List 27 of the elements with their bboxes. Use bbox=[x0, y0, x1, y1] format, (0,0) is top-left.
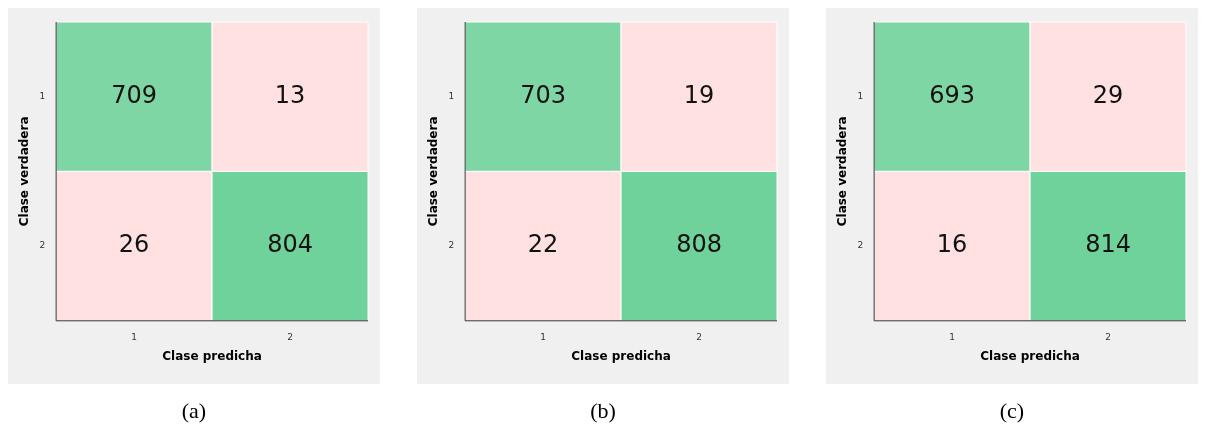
data-label: 19 bbox=[683, 80, 715, 109]
y-axis-title: Clase verdadera bbox=[426, 116, 441, 227]
x-tick-label: 2 bbox=[1105, 331, 1111, 342]
data-label: 22 bbox=[527, 230, 559, 259]
data-label: 693 bbox=[929, 80, 975, 109]
data-label: 13 bbox=[274, 80, 306, 109]
data-label: 814 bbox=[1085, 230, 1131, 259]
data-label: 29 bbox=[1092, 80, 1124, 109]
x-tick-label: 1 bbox=[131, 331, 137, 342]
x-axis-title: Clase predicha bbox=[162, 348, 262, 363]
x-tick-label: 1 bbox=[949, 331, 955, 342]
data-label: 26 bbox=[118, 230, 150, 259]
x-tick-label: 1 bbox=[540, 331, 546, 342]
x-tick-label: 2 bbox=[696, 331, 702, 342]
x-axis-title: Clase predicha bbox=[980, 348, 1080, 363]
text: (c) bbox=[999, 398, 1025, 424]
text: (b) bbox=[590, 398, 616, 424]
y-axis-title: Clase verdadera bbox=[835, 116, 850, 227]
text: (a) bbox=[181, 398, 207, 424]
data-label: 804 bbox=[267, 230, 313, 259]
y-axis-title: Clase verdadera bbox=[17, 116, 32, 227]
data-label: 16 bbox=[936, 230, 968, 259]
x-tick-label: 2 bbox=[287, 331, 293, 342]
x-axis-title: Clase predicha bbox=[571, 348, 671, 363]
data-label: 703 bbox=[520, 80, 566, 109]
data-label: 709 bbox=[111, 80, 157, 109]
data-label: 808 bbox=[676, 230, 722, 259]
